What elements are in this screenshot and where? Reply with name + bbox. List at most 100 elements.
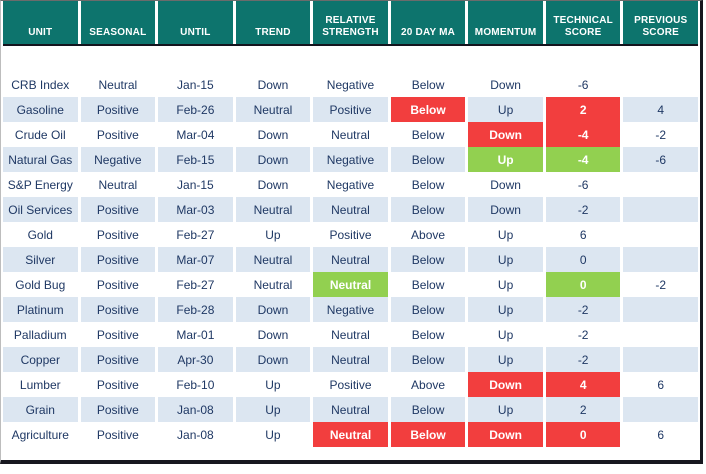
cell-natural-gas-trend: Down (235, 147, 311, 172)
cell-palladium-seasonal: Positive (80, 322, 156, 347)
cell-crb-index-relative-strength: Negative (313, 72, 388, 97)
table-row-palladium: Palladium Positive Mar-01 Down Neutral Below U… (3, 322, 698, 347)
cell-palladium-20-day-ma: Below (390, 322, 466, 347)
cell-palladium-momentum: Up (468, 322, 543, 347)
cell-s-p-energy-previous-score (623, 172, 698, 197)
cell-platinum-previous-score (623, 297, 698, 322)
cell-palladium-until: Mar-01 (158, 322, 233, 347)
cell-crude-oil-until: Mar-04 (158, 122, 233, 147)
cell-lumber-until: Feb-10 (158, 372, 233, 397)
cell-copper-seasonal: Positive (80, 347, 156, 372)
cell-gasoline-relative-strength: Positive (313, 97, 388, 122)
cell-crude-oil-momentum: Down (468, 122, 543, 147)
cell-platinum-unit: Platinum (3, 297, 78, 322)
cell-lumber-technical-score: 4 (545, 372, 621, 397)
table-row-agriculture: Agriculture Positive Jan-08 Up Neutral Below D… (3, 422, 698, 447)
cell-natural-gas-20-day-ma: Below (390, 147, 466, 172)
cell-gold-bug-trend: Neutral (235, 272, 311, 297)
table-row-crude-oil: Crude Oil Positive Mar-04 Down Neutral Below D… (3, 122, 698, 147)
cell-silver-trend: Neutral (235, 247, 311, 272)
column-header-trend: TREND (235, 1, 311, 44)
cell-copper-trend: Down (235, 347, 311, 372)
cell-grain-20-day-ma: Below (390, 397, 466, 422)
cell-natural-gas-seasonal: Negative (80, 147, 156, 172)
column-header-until: UNTIL (158, 1, 233, 44)
cell-lumber-unit: Lumber (3, 372, 78, 397)
cell-crb-index-momentum: Down (468, 72, 543, 97)
cell-grain-trend: Up (235, 397, 311, 422)
cell-gasoline-20-day-ma: Below (390, 97, 466, 122)
cell-crb-index-20-day-ma: Below (390, 72, 466, 97)
cell-gold-unit: Gold (3, 222, 78, 247)
table-row-grain: Grain Positive Jan-08 Up Neutral Below Up 2 (3, 397, 698, 422)
cell-gold-seasonal: Positive (80, 222, 156, 247)
column-header-momentum: MOMENTUM (468, 1, 543, 44)
cell-palladium-trend: Down (235, 322, 311, 347)
cell-grain-seasonal: Positive (80, 397, 156, 422)
cell-crb-index-unit: CRB Index (3, 72, 78, 97)
cell-agriculture-relative-strength: Neutral (313, 422, 388, 447)
cell-crude-oil-seasonal: Positive (80, 122, 156, 147)
cell-lumber-seasonal: Positive (80, 372, 156, 397)
cell-grain-technical-score: 2 (545, 397, 621, 422)
cell-crb-index-seasonal: Neutral (80, 72, 156, 97)
cell-crb-index-until: Jan-15 (158, 72, 233, 97)
cell-copper-previous-score (623, 347, 698, 372)
cell-crb-index-technical-score: -6 (545, 72, 621, 97)
table-row-gasoline: Gasoline Positive Feb-26 Neutral Positive Bel… (3, 97, 698, 122)
cell-silver-previous-score (623, 247, 698, 272)
cell-gasoline-until: Feb-26 (158, 97, 233, 122)
cell-lumber-previous-score: 6 (623, 372, 698, 397)
cell-crb-index-trend: Down (235, 72, 311, 97)
cell-oil-services-unit: Oil Services (3, 197, 78, 222)
cell-s-p-energy-technical-score: -6 (545, 172, 621, 197)
cell-grain-momentum: Up (468, 397, 543, 422)
table-body: CRB Index Neutral Jan-15 Down Negative Below D… (3, 72, 698, 447)
cell-gasoline-technical-score: 2 (545, 97, 621, 122)
cell-agriculture-unit: Agriculture (3, 422, 78, 447)
cell-agriculture-previous-score: 6 (623, 422, 698, 447)
table-header-row: UNIT SEASONAL UNTIL TREND RELATIVE STRENGTH 2… (3, 1, 698, 46)
cell-natural-gas-until: Feb-15 (158, 147, 233, 172)
cell-gasoline-previous-score: 4 (623, 97, 698, 122)
column-header-20-day-ma: 20 DAY MA (390, 1, 466, 44)
cell-silver-seasonal: Positive (80, 247, 156, 272)
cell-gold-bug-previous-score: -2 (623, 272, 698, 297)
cell-platinum-technical-score: -2 (545, 297, 621, 322)
cell-natural-gas-technical-score: -4 (545, 147, 621, 172)
cell-oil-services-technical-score: -2 (545, 197, 621, 222)
cell-silver-momentum: Up (468, 247, 543, 272)
table-row-gold: Gold Positive Feb-27 Up Positive Above Up 6 (3, 222, 698, 247)
cell-gold-until: Feb-27 (158, 222, 233, 247)
cell-platinum-momentum: Up (468, 297, 543, 322)
cell-platinum-until: Feb-28 (158, 297, 233, 322)
cell-agriculture-trend: Up (235, 422, 311, 447)
cell-copper-until: Apr-30 (158, 347, 233, 372)
cell-oil-services-20-day-ma: Below (390, 197, 466, 222)
cell-palladium-unit: Palladium (3, 322, 78, 347)
cell-agriculture-20-day-ma: Below (390, 422, 466, 447)
column-header-relative-strength: RELATIVE STRENGTH (313, 1, 388, 44)
cell-gold-bug-momentum: Up (468, 272, 543, 297)
column-header-previous-score: PREVIOUS SCORE (623, 1, 698, 44)
cell-lumber-relative-strength: Positive (313, 372, 388, 397)
cell-natural-gas-relative-strength: Negative (313, 147, 388, 172)
cell-copper-technical-score: -2 (545, 347, 621, 372)
cell-s-p-energy-unit: S&P Energy (3, 172, 78, 197)
table-row-gold-bug: Gold Bug Positive Feb-27 Neutral Neutral Belo… (3, 272, 698, 297)
cell-s-p-energy-seasonal: Neutral (80, 172, 156, 197)
cell-platinum-trend: Down (235, 297, 311, 322)
cell-lumber-trend: Up (235, 372, 311, 397)
cell-gold-bug-unit: Gold Bug (3, 272, 78, 297)
cell-copper-unit: Copper (3, 347, 78, 372)
cell-oil-services-seasonal: Positive (80, 197, 156, 222)
cell-silver-relative-strength: Neutral (313, 247, 388, 272)
cell-gasoline-trend: Neutral (235, 97, 311, 122)
cell-silver-20-day-ma: Below (390, 247, 466, 272)
cell-gold-relative-strength: Positive (313, 222, 388, 247)
cell-copper-momentum: Up (468, 347, 543, 372)
table-row-crb-index: CRB Index Neutral Jan-15 Down Negative Below D… (3, 72, 698, 97)
cell-gold-trend: Up (235, 222, 311, 247)
cell-lumber-20-day-ma: Above (390, 372, 466, 397)
